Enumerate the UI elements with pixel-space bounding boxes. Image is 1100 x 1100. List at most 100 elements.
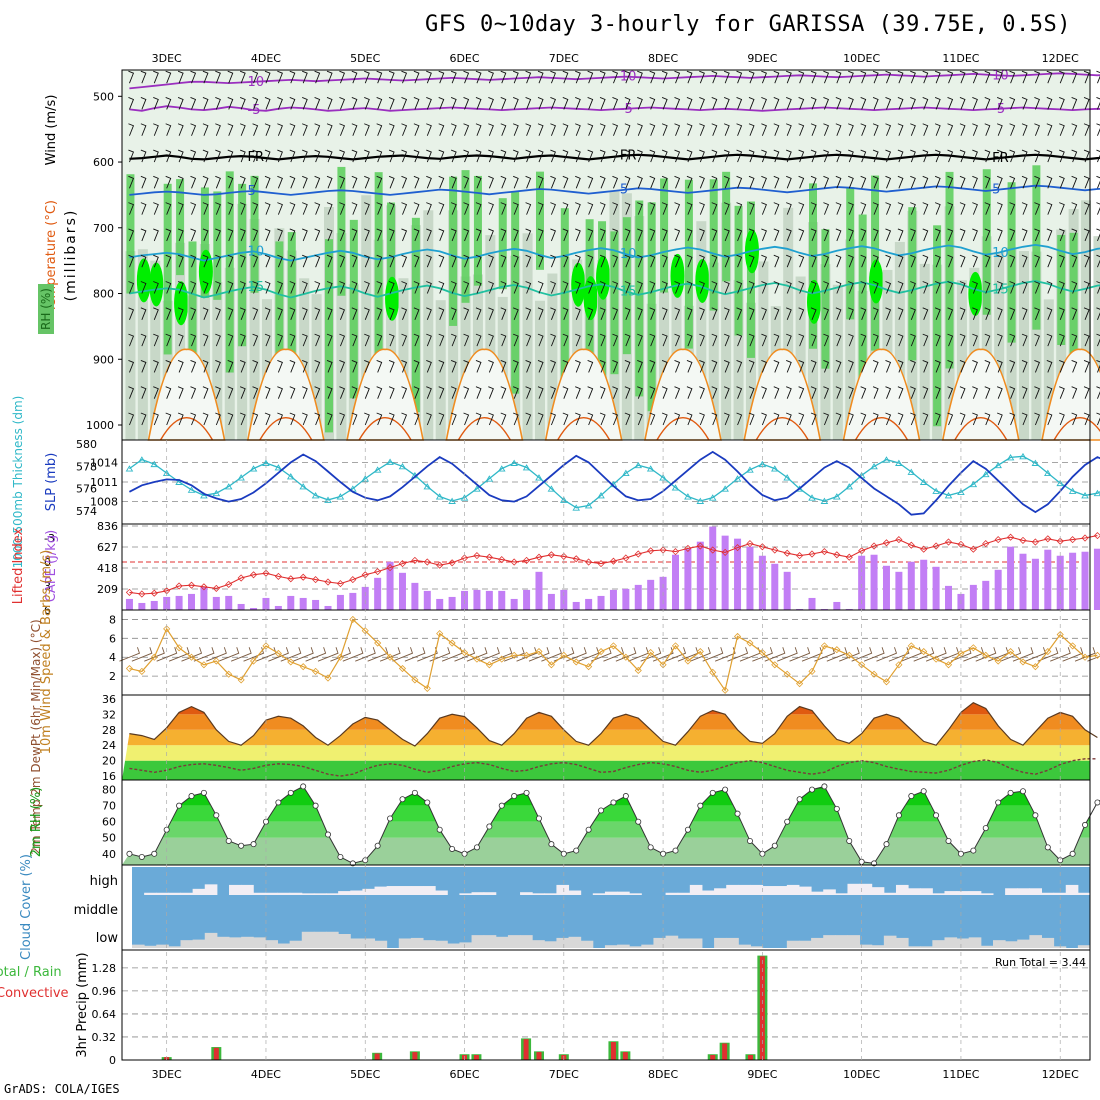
wind-barb [587, 412, 594, 426]
wind-barb [860, 175, 867, 189]
rh-band [622, 217, 631, 355]
wind-barb [376, 123, 383, 136]
wind-barb [922, 70, 929, 84]
wind-barb [512, 412, 519, 426]
wind-barb [723, 386, 730, 399]
rh-band [981, 236, 992, 440]
wind-barb [454, 647, 476, 662]
wind-barb [153, 333, 159, 347]
wind-barb [661, 386, 668, 399]
high-cloud-gap [883, 892, 897, 895]
wind-barb [413, 386, 420, 399]
wind-barb [723, 333, 730, 347]
thickness-point [1044, 469, 1052, 477]
wind-barb [289, 202, 296, 215]
wind-barb [910, 228, 916, 242]
convective-label: Convective [0, 986, 69, 1001]
lifted-index-point [671, 548, 680, 556]
wind-barb [910, 254, 916, 268]
wind-barb [736, 281, 743, 294]
wind-barb [773, 281, 780, 294]
wind-barb [922, 149, 929, 163]
wind-barb [426, 386, 432, 399]
temp-isotherm-25 [743, 348, 822, 441]
wind-barb [351, 70, 358, 84]
wind-speed-point [833, 646, 841, 654]
wind-barb [488, 175, 494, 189]
isotherm-label: -5 [248, 103, 261, 118]
wind-barb [227, 70, 234, 84]
thickness-point [249, 465, 258, 472]
rh-point [883, 841, 890, 848]
rh-band [1007, 182, 1016, 343]
wind-barb [699, 359, 705, 373]
lifted-index-point [796, 552, 804, 560]
lifted-index-axis-label: Lifted Index [11, 527, 26, 604]
wind-barb [277, 333, 283, 347]
rh-point [920, 788, 927, 795]
wind-barb [612, 228, 619, 242]
thickness-point [845, 483, 854, 490]
wind-barb [239, 386, 246, 399]
lifted-index-point [535, 553, 543, 561]
wind-barb [537, 70, 544, 84]
thickness-point [646, 465, 655, 472]
wind-barb [711, 175, 718, 189]
rh-band [571, 262, 586, 307]
wind-barb [624, 412, 631, 426]
wind-barb [587, 70, 594, 84]
high-cloud-gap [313, 893, 327, 895]
low-cloud-gap [265, 940, 279, 948]
wind-barb [1009, 97, 1016, 110]
wind-barb [711, 97, 718, 110]
wind-barb [463, 202, 470, 215]
wind-barb [339, 254, 346, 268]
wind-barb [512, 228, 519, 242]
wind-barb [1096, 123, 1100, 136]
wind-barb [851, 647, 873, 662]
wind-barb [885, 97, 892, 110]
wind-barb [339, 359, 346, 373]
temp-isotherm-25 [246, 348, 325, 441]
rh-point [1019, 788, 1026, 795]
wind-barb [910, 202, 916, 215]
wind-barb [1034, 228, 1040, 242]
wind-barb [575, 281, 581, 294]
wind-barb [723, 175, 730, 189]
cape-bar [200, 586, 208, 610]
wind-barb [450, 123, 457, 136]
wind-speed-point [237, 676, 245, 684]
low-cloud-gap [556, 937, 570, 948]
rh-band [522, 233, 533, 440]
wind-barb [711, 254, 718, 268]
wind-barb [748, 175, 755, 189]
wind-barb [339, 202, 346, 215]
low-cloud-gap [726, 937, 739, 948]
rh-band [287, 232, 296, 377]
low-cloud-gap [568, 936, 582, 948]
wind-barb [314, 254, 321, 268]
lifted-index-point [969, 545, 977, 553]
wind-barb [848, 307, 854, 320]
lifted-index-point [696, 542, 704, 550]
thickness-point [1031, 459, 1040, 466]
wind-barb [537, 149, 544, 163]
wind-barb [401, 149, 408, 163]
wind-barb [537, 307, 544, 320]
wind-barb [239, 202, 246, 215]
wind-speed-point [1007, 647, 1015, 656]
wind-barb [1059, 175, 1065, 189]
wind-barb [1071, 175, 1078, 189]
low-cloud-gap [204, 932, 218, 948]
cape-bar [138, 602, 146, 610]
wind-speed-point [187, 653, 196, 661]
cape-bar [845, 608, 853, 610]
rh-band [745, 302, 756, 440]
wind-barb [351, 412, 358, 426]
wind-barb [463, 307, 470, 320]
wind-barb [699, 97, 705, 110]
wind-barb [326, 307, 333, 320]
temp-isotherm-30 [656, 417, 710, 441]
